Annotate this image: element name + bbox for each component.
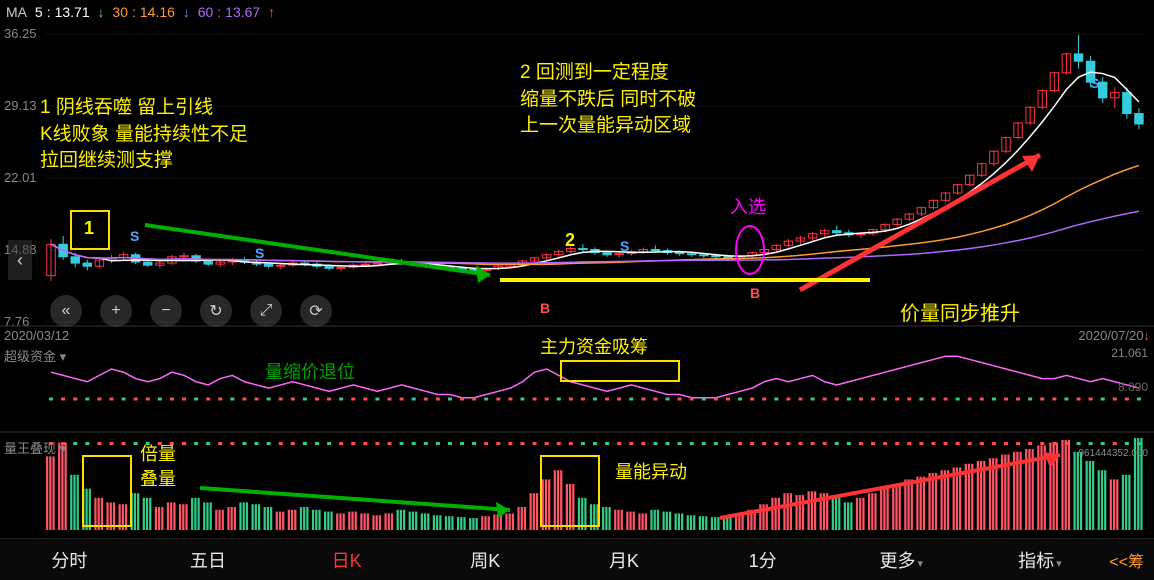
tool-expand-icon[interactable]: ⤢ xyxy=(250,295,282,327)
buy-signal: B xyxy=(750,285,760,301)
more-chips-button[interactable]: <<筹 xyxy=(1109,548,1154,572)
timeframe-tab[interactable]: 1分 xyxy=(693,547,832,573)
tool-chevron-icon[interactable]: « xyxy=(50,295,82,327)
sell-signal: S xyxy=(1090,75,1099,91)
date-end: 2020/07/20↓ xyxy=(1078,328,1150,343)
timeframe-tab[interactable]: 更多▾ xyxy=(832,547,971,573)
annotation-2: 2 回测到一定程度 缩量不跌后 同时不破 上一次量能异动区域 xyxy=(520,60,696,140)
capital-value-1: 21.061 xyxy=(1111,346,1148,360)
chart-toolbar: « + − ↻ ⤢ ⟳ xyxy=(50,295,332,327)
tool-refresh-icon[interactable]: ↻ xyxy=(200,295,232,327)
sell-signal: S xyxy=(130,228,139,244)
sell-signal: S xyxy=(620,238,629,254)
tool-rotate-icon[interactable]: ⟳ xyxy=(300,295,332,327)
volume-panel-label[interactable]: 量王叠现 ▾ xyxy=(4,438,66,457)
annotation-shrink: 量缩价退位 xyxy=(265,360,355,385)
annotation-vol-move: 量能异动 xyxy=(615,460,687,485)
sell-signal: S xyxy=(255,245,264,261)
marker-label-2: 2 xyxy=(565,230,575,251)
select-circle-marker xyxy=(735,225,765,275)
annotation-capital: 主力资金吸筹 xyxy=(540,335,648,360)
timeframe-tab[interactable]: 月K xyxy=(555,547,694,573)
volume-marker-1 xyxy=(82,455,132,527)
timeframe-tabs: 分时五日日K周K月K1分更多▾指标▾ <<筹 xyxy=(0,538,1154,580)
support-line xyxy=(500,278,870,282)
buy-signal: B xyxy=(540,300,550,316)
timeframe-tab[interactable]: 周K xyxy=(416,547,555,573)
volume-value-1: 961444352.000 xyxy=(1078,448,1148,459)
annotation-select: 入选 xyxy=(730,195,766,220)
annotation-stack-vol: 叠量 xyxy=(140,467,176,492)
timeframe-tab[interactable]: 指标▾ xyxy=(971,547,1110,573)
timeframe-tab[interactable]: 五日 xyxy=(139,547,278,573)
capital-value-2: 8.890 xyxy=(1118,380,1148,394)
timeframe-tab[interactable]: 分时 xyxy=(0,547,139,573)
capital-label[interactable]: 超级资金 ▾ xyxy=(4,346,66,365)
date-start: 2020/03/12 xyxy=(4,328,69,343)
chart-prev-button[interactable]: ‹ xyxy=(8,240,32,280)
annotation-double-vol: 倍量 xyxy=(140,442,176,467)
tool-plus-icon[interactable]: + xyxy=(100,295,132,327)
annotation-price-vol: 价量同步推升 xyxy=(900,300,1020,328)
stock-chart-container: MA 5:13.71 ↓ 30:14.16 ↓ 60:13.67 ↑ 36.25… xyxy=(0,0,1154,580)
marker-label-1: 1 xyxy=(84,218,94,239)
annotation-1: 1 阴线吞噬 留上引线 K线败象 量能持续性不足 拉回继续测支撑 xyxy=(40,95,248,175)
tool-minus-icon[interactable]: − xyxy=(150,295,182,327)
volume-marker-2 xyxy=(540,455,600,527)
capital-marker-box xyxy=(560,360,680,382)
timeframe-tab[interactable]: 日K xyxy=(277,547,416,573)
